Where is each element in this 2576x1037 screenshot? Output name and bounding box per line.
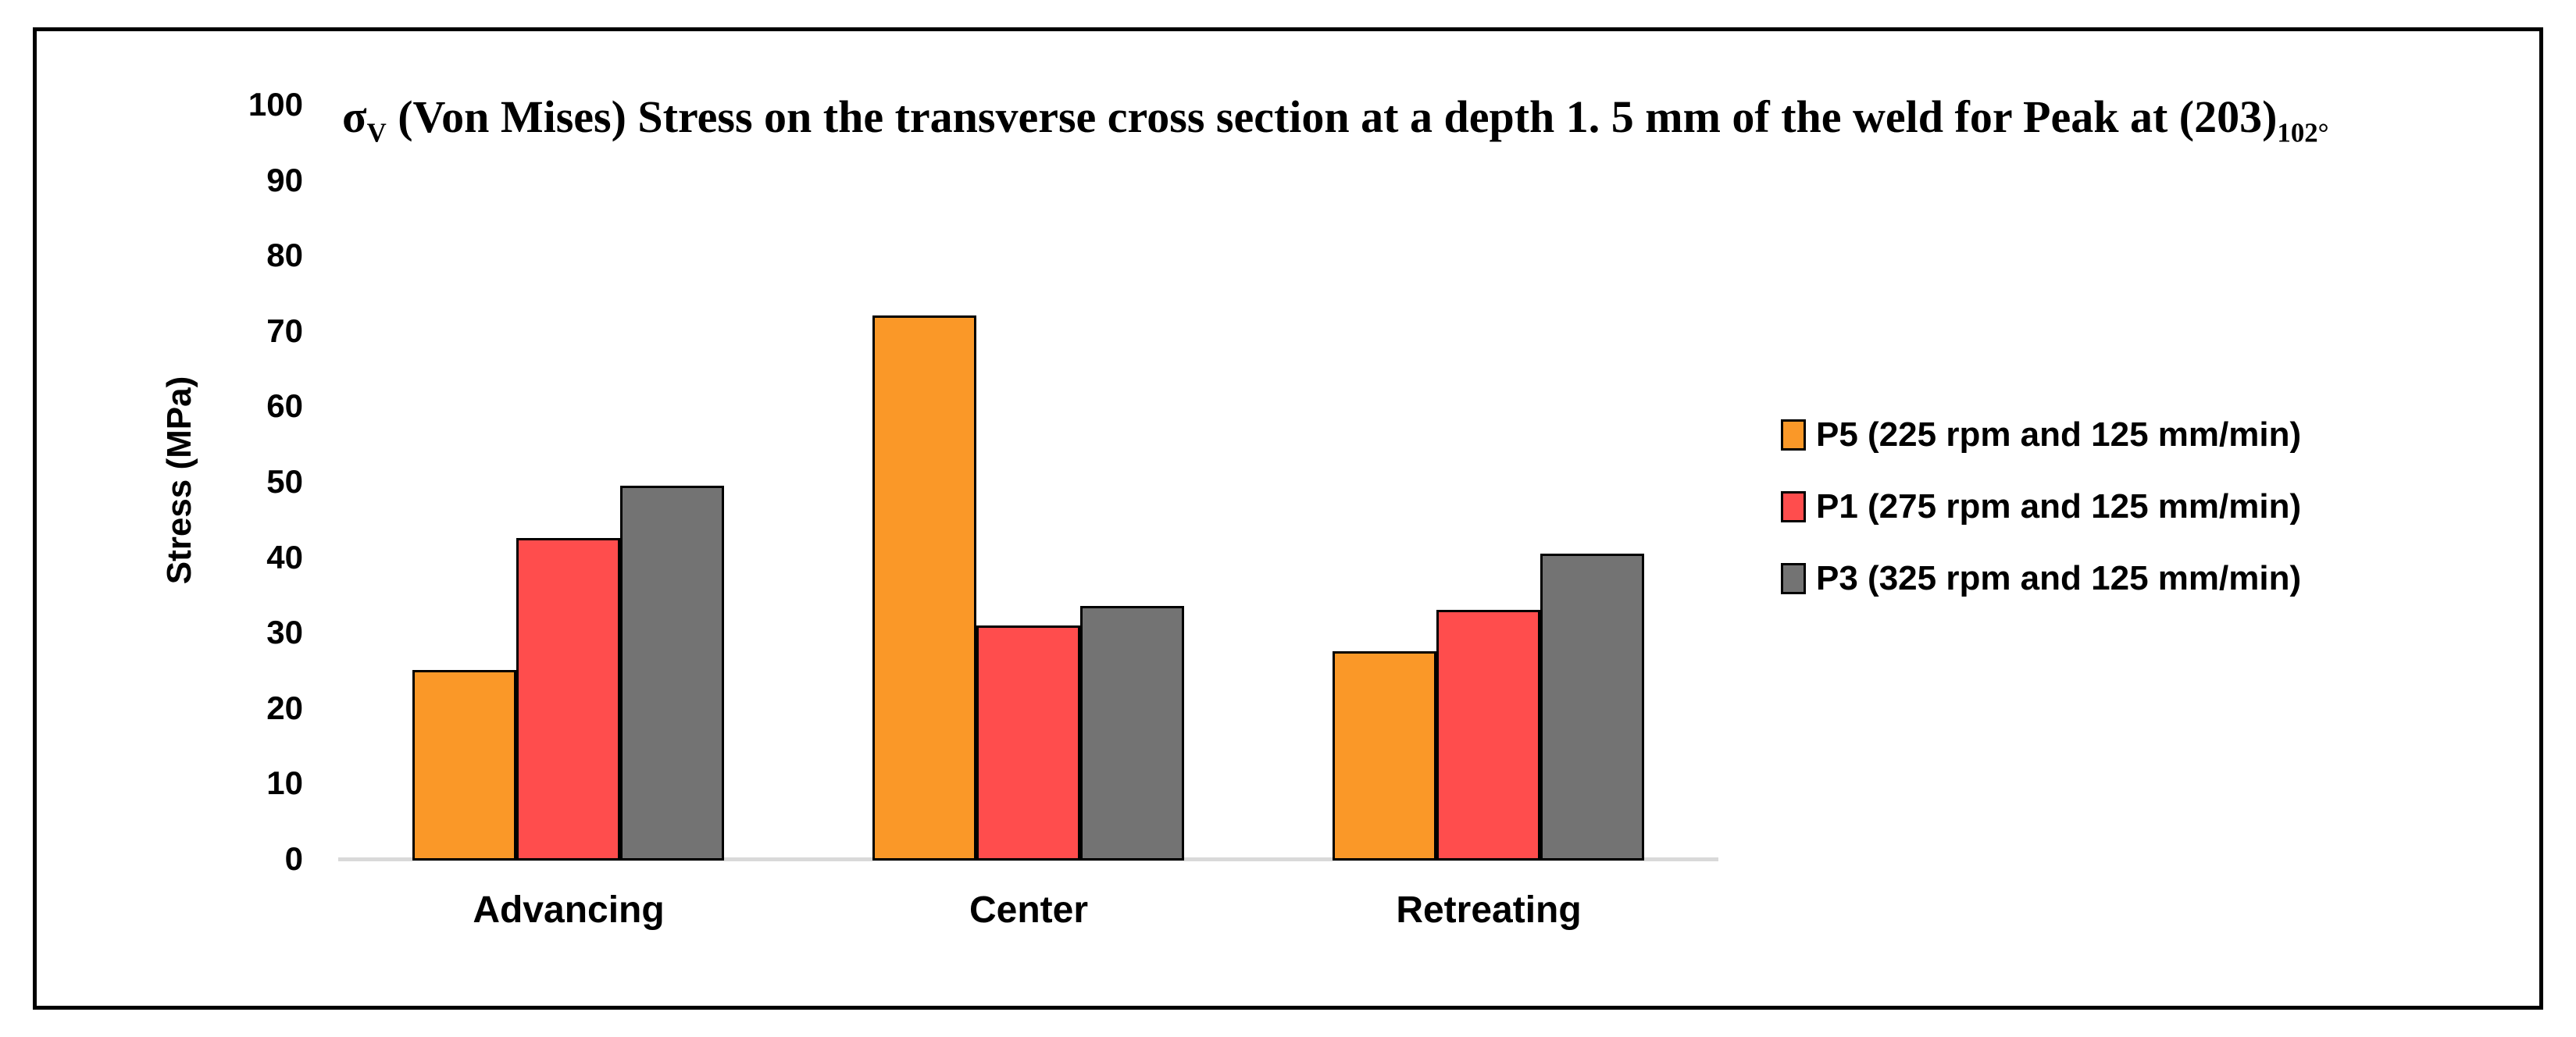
title-sigma-symbol: σ	[342, 91, 367, 142]
legend-marker-icon	[1781, 491, 1806, 522]
bar-retreating-p3	[1540, 554, 1644, 861]
y-tick-label-80: 80	[266, 237, 303, 274]
bar-advancing-p3	[620, 486, 724, 861]
y-tick-label-70: 70	[266, 312, 303, 349]
y-tick-label-0: 0	[284, 840, 303, 877]
y-tick-label-60: 60	[266, 387, 303, 425]
x-category-label-advancing: Advancing	[473, 889, 665, 931]
legend-label: P3 (325 rpm and 125 mm/min)	[1816, 559, 2302, 597]
title-sigma-subscript: V	[366, 117, 387, 148]
legend-item-p5: P5 (225 rpm and 125 mm/min)	[1781, 415, 2301, 454]
legend-item-p3: P3 (325 rpm and 125 mm/min)	[1781, 559, 2302, 597]
bar-center-p1	[976, 625, 1080, 861]
bar-advancing-p5	[412, 670, 516, 861]
bar-center-p3	[1080, 606, 1184, 861]
chart-title: σV (Von Mises) Stress on the transverse …	[342, 91, 2329, 146]
x-category-label-center: Center	[969, 889, 1089, 931]
legend-marker-icon	[1781, 419, 1806, 451]
bar-center-p5	[872, 315, 976, 861]
title-main-text: (Von Mises) Stress on the transverse cro…	[386, 91, 2278, 142]
title-peak-subscript: 102°	[2277, 117, 2329, 148]
y-tick-label-10: 10	[266, 764, 303, 802]
y-tick-label-40: 40	[266, 538, 303, 576]
y-tick-label-20: 20	[266, 689, 303, 726]
legend: P5 (225 rpm and 125 mm/min) P1 (275 rpm a…	[1781, 415, 2302, 597]
bar-retreating-p5	[1333, 651, 1436, 861]
legend-item-p1: P1 (275 rpm and 125 mm/min)	[1781, 487, 2302, 526]
y-tick-label-30: 30	[266, 614, 303, 651]
x-category-label-retreating: Retreating	[1396, 889, 1582, 931]
legend-label: P5 (225 rpm and 125 mm/min)	[1816, 415, 2302, 454]
y-tick-label-90: 90	[266, 161, 303, 198]
bar-retreating-p1	[1436, 610, 1540, 861]
legend-label: P1 (275 rpm and 125 mm/min)	[1816, 487, 2302, 526]
bar-advancing-p1	[516, 538, 620, 861]
legend-marker-icon	[1781, 563, 1806, 594]
y-tick-label-100: 100	[248, 86, 303, 123]
y-tick-label-50: 50	[266, 463, 303, 500]
